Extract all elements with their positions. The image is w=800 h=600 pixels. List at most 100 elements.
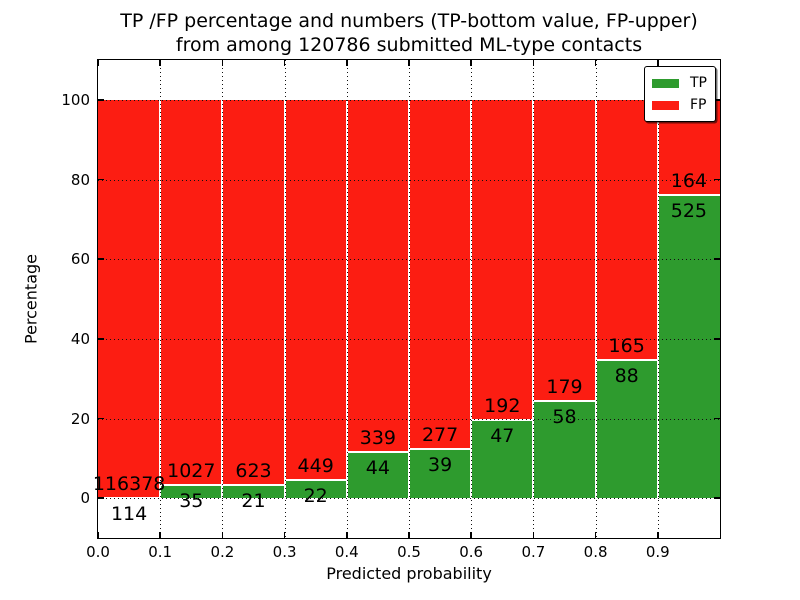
bar-tp-count-label: 47 <box>490 424 515 447</box>
x-tick-label: 0.1 <box>148 543 173 561</box>
x-axis-tick-top <box>346 60 348 66</box>
x-tick-label: 0.2 <box>210 543 235 561</box>
bar-boundary-edge <box>284 478 347 481</box>
gridline-vertical <box>160 60 162 538</box>
y-tick-label: 100 <box>61 90 90 109</box>
x-axis-tick-top <box>408 60 410 66</box>
bar-fp-segment <box>409 99 472 449</box>
bar-fp-count-label: 164 <box>670 169 708 192</box>
bar-tp-count-label: 21 <box>241 490 266 513</box>
bar-boundary-edge <box>160 484 223 487</box>
x-axis-label: Predicted probability <box>326 564 492 583</box>
bar-fp-count-label: 165 <box>608 334 645 357</box>
y-axis-tick-left <box>98 417 104 420</box>
x-tick-label: 0.4 <box>334 543 359 561</box>
y-tick-label: 0 <box>80 489 90 508</box>
bar-fp-segment <box>98 99 161 498</box>
bar-tp-count-label: 44 <box>365 457 390 480</box>
x-axis-tick-top <box>594 60 597 66</box>
bar-tp-segment <box>222 485 285 499</box>
plot-area: 116378 114 1027 35 623 21 449 22 339 44 277 39 192 47… <box>93 59 721 539</box>
x-axis-tick-bottom <box>283 532 286 538</box>
y-tick-label: 80 <box>70 170 90 189</box>
bar-tp-segment <box>409 449 472 499</box>
bar-tp-segment <box>657 194 720 499</box>
bar-fp-segment <box>595 99 658 360</box>
tp-legend-swatch <box>652 78 679 88</box>
bar-fp-segment <box>346 99 409 453</box>
tp-legend-label: TP <box>690 75 707 91</box>
bar-boundary-edge <box>98 496 161 499</box>
gridline-vertical <box>533 60 535 538</box>
bar-boundary-edge <box>471 418 534 421</box>
bar-tp-count-label: 22 <box>303 484 328 507</box>
chart-title-line1: TP /FP percentage and numbers (TP-bottom… <box>120 10 698 32</box>
x-axis-tick-bottom <box>221 532 224 538</box>
x-axis-tick-bottom <box>532 532 535 538</box>
bar-tp-count-label: 88 <box>614 364 639 387</box>
fp-legend-swatch <box>652 100 679 110</box>
bar-boundary-edge <box>409 448 472 450</box>
bar-fp-count-label: 277 <box>421 424 459 446</box>
bar-fp-count-label: 116378 <box>92 472 166 495</box>
bar-tp-count-label: 35 <box>179 490 204 513</box>
y-axis-tick-left <box>98 99 104 101</box>
x-axis-tick-bottom <box>346 532 348 538</box>
bar-tp-segment <box>284 479 347 499</box>
x-axis-tick-bottom <box>657 532 659 538</box>
y-axis-tick-left <box>98 497 104 499</box>
bar-fp-segment <box>160 99 223 486</box>
x-axis-tick-top <box>657 60 659 66</box>
x-tick-label: 0.9 <box>645 543 670 561</box>
x-axis-tick-top <box>532 60 535 66</box>
bar-fp-count-label: 1027 <box>167 460 216 483</box>
x-tick-label: 0.5 <box>397 543 421 561</box>
gridline-vertical <box>284 60 286 538</box>
bar-fp-segment <box>533 99 596 401</box>
bar-tp-count-label: 58 <box>552 405 577 428</box>
x-tick-label: 0.0 <box>86 543 110 561</box>
bar-tp-count-label: 39 <box>428 454 453 476</box>
x-axis-tick-top <box>470 60 472 66</box>
bar-fp-count-label: 339 <box>359 427 397 450</box>
gridline-vertical <box>409 60 410 538</box>
x-axis-tick-top <box>221 60 224 66</box>
bar-tp-segment <box>533 400 596 499</box>
gridline-vertical <box>471 60 473 538</box>
bar-fp-segment <box>222 99 285 486</box>
bar-fp-count-label: 192 <box>484 394 521 417</box>
x-axis-tick-top <box>159 60 161 66</box>
bar-boundary-edge <box>346 451 409 454</box>
bar-fp-count-label: 623 <box>235 460 272 483</box>
y-axis-tick-left <box>98 178 104 181</box>
x-axis-tick-top <box>97 60 99 66</box>
x-tick-label: 0.7 <box>521 543 546 561</box>
chart-title: TP /FP percentage and numbers (TP-bottom… <box>98 9 720 57</box>
x-axis-tick-bottom <box>159 532 161 538</box>
bar-tp-segment <box>346 452 409 499</box>
legend: TP FP <box>644 66 716 122</box>
y-tick-label: 20 <box>70 409 90 428</box>
y-tick-label: 60 <box>70 250 90 269</box>
y-axis-tick-right <box>714 417 720 420</box>
bar-tp-segment <box>160 485 223 499</box>
x-axis-tick-bottom <box>97 532 99 538</box>
x-axis-tick-top <box>283 60 286 66</box>
legend-item-fp: FP <box>645 94 715 116</box>
y-axis-tick-right <box>714 338 720 340</box>
bar-boundary-edge <box>533 399 596 402</box>
y-axis-tick-right <box>714 99 720 101</box>
chart-title-line2: from among 120786 submitted ML-type cont… <box>175 34 643 56</box>
x-tick-label: 0.6 <box>459 543 484 561</box>
fp-legend-label: FP <box>690 97 707 113</box>
bar-tp-count-label: 114 <box>110 502 148 525</box>
x-tick-label: 0.8 <box>583 543 608 561</box>
x-axis-tick-bottom <box>594 532 597 538</box>
bar-tp-segment <box>471 419 534 499</box>
y-axis-tick-right <box>714 497 720 499</box>
gridline-vertical <box>595 60 597 538</box>
x-axis-tick-bottom <box>470 532 472 538</box>
gridline-vertical <box>346 60 348 538</box>
y-axis-tick-right <box>714 178 720 181</box>
